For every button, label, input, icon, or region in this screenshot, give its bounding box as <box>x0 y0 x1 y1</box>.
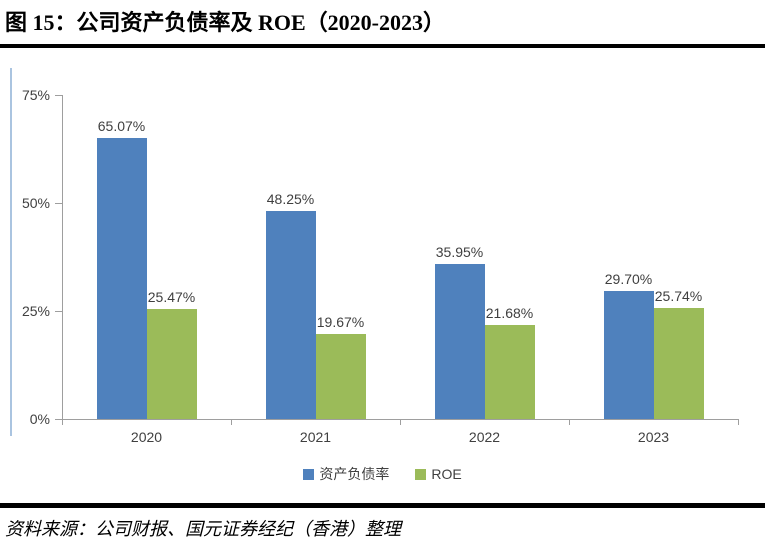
source-note: 资料来源：公司财报、国元证券经纪（香港）整理 <box>5 519 401 539</box>
bar-资产负债率-2020 <box>96 137 147 419</box>
bar-ROE-2022 <box>484 325 535 419</box>
title-rule <box>0 44 765 48</box>
bar-资产负债率-2023 <box>603 290 654 419</box>
bar-ROE-2020 <box>146 308 197 419</box>
legend-swatch-icon <box>303 468 315 480</box>
bar-value-label: 21.68% <box>485 305 534 322</box>
x-category-label: 2020 <box>130 429 163 445</box>
x-tick-mark <box>569 419 570 425</box>
plot-area: 75% 50% 25% 0% 2020 65.07% 25.47% 2021 48.25% 19.… <box>0 60 765 460</box>
bottom-rule <box>0 503 765 508</box>
bar-value-label: 25.47% <box>147 288 196 305</box>
y-tick-label: 75% <box>21 87 50 103</box>
chart-left-accent-line <box>10 68 12 436</box>
x-category-label: 2022 <box>468 429 501 445</box>
legend-item-资产负债率: 资产负债率 <box>303 464 389 484</box>
bar-value-label: 19.67% <box>316 314 365 331</box>
bar-value-label: 25.74% <box>654 287 703 304</box>
y-tick-mark <box>55 95 62 96</box>
chart-area: 75% 50% 25% 0% 2020 65.07% 25.47% 2021 48.25% 19.… <box>0 60 765 460</box>
x-tick-mark <box>738 419 739 425</box>
bar-value-label: 35.95% <box>435 243 484 260</box>
chart-legend: 资产负债率 ROE <box>0 464 765 484</box>
y-tick-label: 0% <box>29 411 50 427</box>
bar-value-label: 29.70% <box>604 270 653 287</box>
y-tick-label: 50% <box>21 195 50 211</box>
y-axis-line <box>62 95 63 420</box>
bar-value-label: 65.07% <box>97 117 146 134</box>
x-tick-mark <box>62 419 63 425</box>
legend-swatch-icon <box>415 468 427 480</box>
legend-label: 资产负债率 <box>319 466 390 482</box>
x-category-label: 2023 <box>637 429 670 445</box>
x-category-label: 2021 <box>299 429 332 445</box>
bar-ROE-2021 <box>315 334 366 419</box>
x-tick-mark <box>400 419 401 425</box>
bar-资产负债率-2021 <box>265 210 316 419</box>
y-tick-mark <box>55 203 62 204</box>
legend-label: ROE <box>431 466 462 482</box>
figure-title: 图 15：公司资产负债率及 ROE（2020-2023） <box>5 10 446 35</box>
legend-item-ROE: ROE <box>415 466 462 482</box>
bar-ROE-2023 <box>653 307 704 419</box>
y-tick-mark <box>55 311 62 312</box>
bar-value-label: 48.25% <box>266 190 315 207</box>
x-tick-mark <box>231 419 232 425</box>
y-tick-label: 25% <box>21 303 50 319</box>
y-tick-mark <box>55 419 62 420</box>
bar-资产负债率-2022 <box>434 263 485 419</box>
